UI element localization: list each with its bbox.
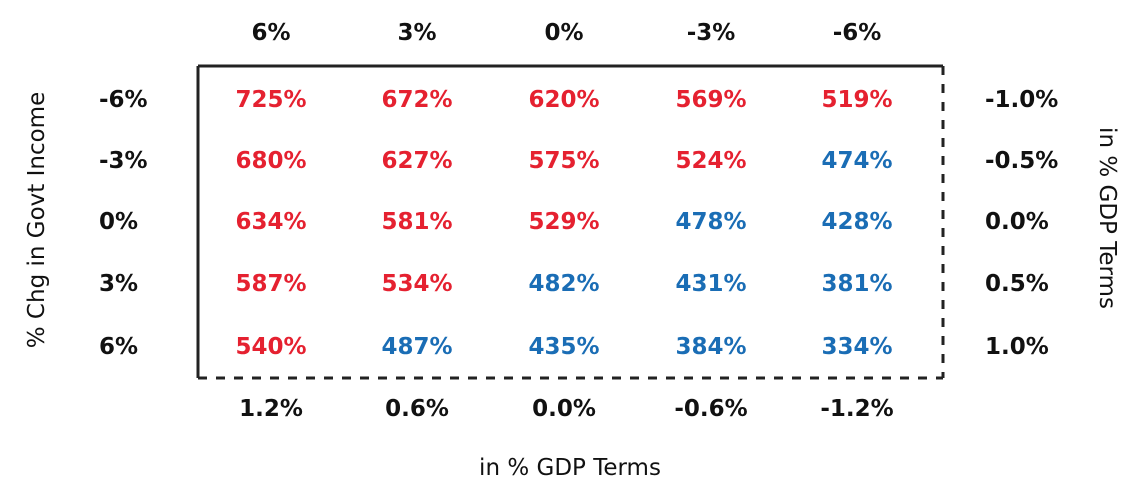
table-cell: 540% bbox=[235, 334, 307, 360]
table-cell: 524% bbox=[675, 148, 747, 174]
row-header: 6% bbox=[99, 334, 139, 360]
bottom-axis-title: in % GDP Terms bbox=[479, 455, 661, 481]
right-row-label: -1.0% bbox=[985, 87, 1059, 113]
table-cell: 381% bbox=[821, 271, 893, 297]
bottom-column-label: 0.0% bbox=[532, 396, 596, 422]
table-cell: 620% bbox=[528, 87, 600, 113]
table-cell: 587% bbox=[235, 271, 307, 297]
table-cell: 725% bbox=[235, 87, 307, 113]
table-cell: 519% bbox=[821, 87, 893, 113]
row-header: -6% bbox=[99, 87, 148, 113]
right-row-label: 0.0% bbox=[985, 209, 1049, 235]
column-header: -3% bbox=[686, 20, 736, 46]
table-cell: 431% bbox=[675, 271, 747, 297]
table-cell: 627% bbox=[381, 148, 453, 174]
table-cell: 435% bbox=[528, 334, 600, 360]
left-axis-title: % Chg in Govt Income bbox=[24, 91, 50, 349]
table-cell: 474% bbox=[821, 148, 893, 174]
bottom-column-label: 1.2% bbox=[239, 396, 303, 422]
table-cell: 634% bbox=[235, 209, 307, 235]
table-cell: 680% bbox=[235, 148, 307, 174]
table-cell: 428% bbox=[821, 209, 893, 235]
table-cell: 575% bbox=[528, 148, 600, 174]
table-cell: 478% bbox=[675, 209, 747, 235]
row-header: -3% bbox=[99, 148, 148, 174]
right-axis-title: in % GDP Terms bbox=[1094, 127, 1120, 309]
right-row-label: 0.5% bbox=[985, 271, 1049, 297]
column-header: 0% bbox=[544, 20, 584, 46]
column-header: 6% bbox=[251, 20, 291, 46]
table-cell: 529% bbox=[528, 209, 600, 235]
table-cell: 569% bbox=[675, 87, 747, 113]
table-cell: 482% bbox=[528, 271, 600, 297]
table-cell: 487% bbox=[381, 334, 453, 360]
table-cell: 334% bbox=[821, 334, 893, 360]
table-cell: 672% bbox=[381, 87, 453, 113]
row-header: 3% bbox=[99, 271, 139, 297]
right-row-label: -0.5% bbox=[985, 148, 1059, 174]
row-header: 0% bbox=[99, 209, 139, 235]
column-header: 3% bbox=[397, 20, 437, 46]
bottom-column-label: 0.6% bbox=[385, 396, 449, 422]
table-cell: 581% bbox=[381, 209, 453, 235]
column-header: -6% bbox=[832, 20, 882, 46]
table-cell: 534% bbox=[381, 271, 453, 297]
right-row-label: 1.0% bbox=[985, 334, 1049, 360]
bottom-column-label: -1.2% bbox=[820, 396, 894, 422]
bottom-column-label: -0.6% bbox=[674, 396, 748, 422]
table-cell: 384% bbox=[675, 334, 747, 360]
